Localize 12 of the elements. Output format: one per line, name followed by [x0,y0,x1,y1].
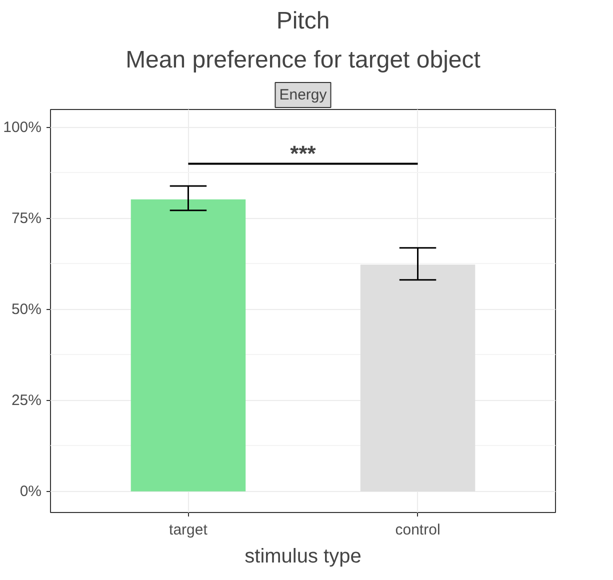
y-tick-label: 100% [3,118,42,136]
x-tick-label: control [395,522,440,538]
y-tick-label: 75% [11,210,42,227]
chart-title: Pitch [276,8,330,34]
y-tick-label: 50% [11,300,42,318]
x-axis-title: stimulus type [244,546,362,568]
y-tick-label: 25% [11,392,42,409]
x-tick-label: target [169,522,208,538]
annotation: *** [290,140,316,166]
chart-subtitle: Mean preference for target object [126,46,481,74]
y-tick-label: 0% [20,482,42,500]
text: Energy [279,86,328,104]
